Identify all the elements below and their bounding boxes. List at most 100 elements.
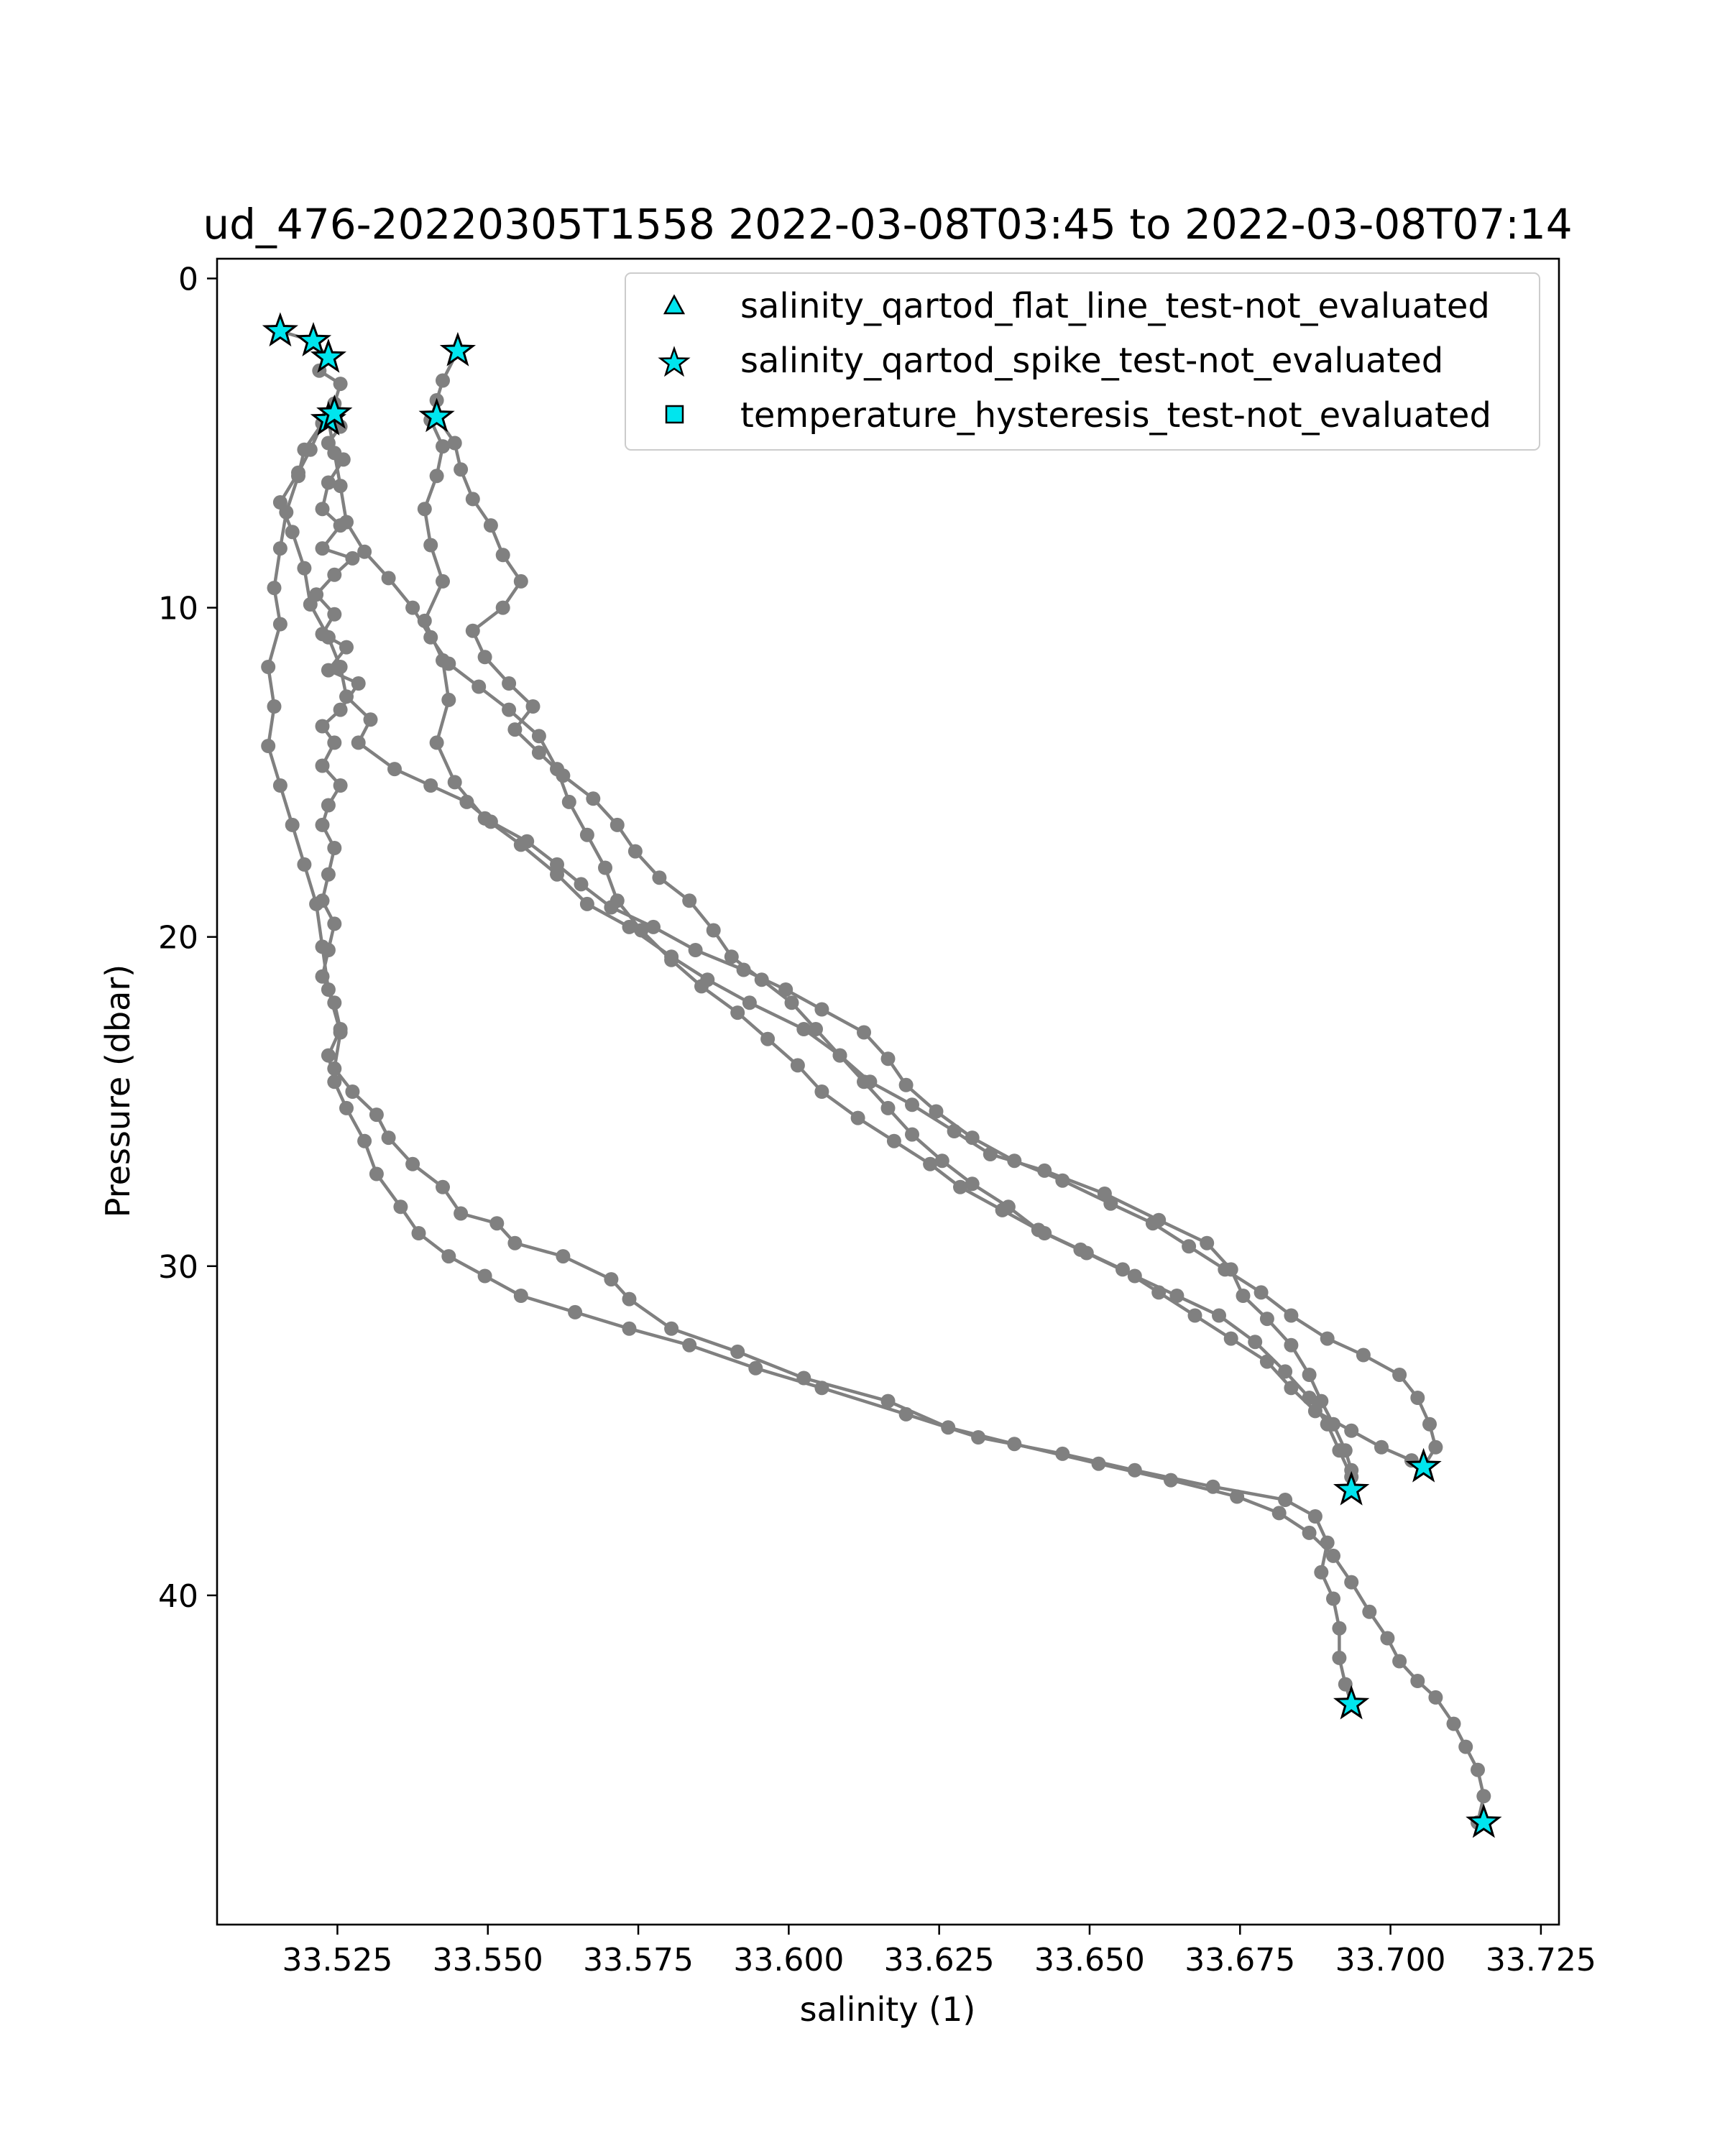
x-tick-label: 33.600 bbox=[733, 1942, 844, 1978]
data-point bbox=[1007, 1153, 1022, 1169]
data-point bbox=[574, 877, 589, 892]
y-tick-label: 30 bbox=[158, 1249, 198, 1286]
data-point bbox=[327, 1074, 342, 1089]
data-point bbox=[1278, 1493, 1293, 1507]
data-point bbox=[321, 867, 336, 882]
data-point bbox=[272, 495, 288, 510]
data-point bbox=[965, 1130, 980, 1146]
data-point bbox=[321, 1048, 336, 1063]
data-point bbox=[784, 995, 799, 1010]
data-point bbox=[1362, 1604, 1377, 1619]
data-point bbox=[1332, 1621, 1347, 1636]
data-point bbox=[1320, 1535, 1335, 1550]
data-point bbox=[321, 798, 336, 813]
data-point bbox=[423, 778, 438, 793]
data-point bbox=[1187, 1308, 1202, 1323]
data-point bbox=[754, 972, 769, 987]
data-point bbox=[327, 1061, 342, 1076]
data-point bbox=[1218, 1262, 1233, 1277]
data-point bbox=[748, 1360, 763, 1376]
data-point bbox=[706, 923, 721, 938]
data-point bbox=[550, 867, 564, 882]
data-point bbox=[381, 1130, 396, 1146]
data-point bbox=[682, 1337, 697, 1353]
x-tick-label: 33.675 bbox=[1184, 1942, 1295, 1978]
data-point bbox=[1314, 1565, 1329, 1580]
data-point bbox=[333, 377, 348, 392]
data-point bbox=[333, 702, 348, 717]
data-point bbox=[965, 1176, 980, 1192]
data-point bbox=[459, 794, 474, 809]
data-point bbox=[1476, 1789, 1491, 1804]
data-point bbox=[520, 834, 535, 849]
data-point bbox=[357, 1133, 372, 1148]
data-point bbox=[1471, 1762, 1485, 1777]
data-point bbox=[267, 581, 282, 596]
y-tick-label: 20 bbox=[158, 920, 198, 957]
spike-flag-star bbox=[439, 331, 477, 367]
data-point bbox=[321, 475, 336, 490]
data-point bbox=[1422, 1416, 1437, 1432]
x-tick-label: 33.550 bbox=[433, 1942, 543, 1978]
data-point bbox=[604, 1272, 619, 1287]
data-point bbox=[1200, 1235, 1215, 1250]
data-point bbox=[1302, 1525, 1317, 1540]
data-point bbox=[363, 712, 378, 727]
data-point bbox=[1380, 1631, 1395, 1646]
data-point bbox=[315, 719, 330, 734]
data-point bbox=[1428, 1690, 1443, 1705]
data-point bbox=[1458, 1739, 1473, 1754]
data-point bbox=[315, 502, 330, 517]
data-point bbox=[267, 699, 282, 714]
data-point bbox=[327, 607, 342, 622]
data-point bbox=[1428, 1439, 1443, 1455]
data-point bbox=[724, 949, 739, 964]
data-point bbox=[646, 919, 661, 934]
data-point bbox=[357, 544, 372, 559]
data-point bbox=[513, 1289, 528, 1303]
data-point bbox=[694, 979, 709, 994]
data-point bbox=[436, 439, 450, 454]
data-point bbox=[507, 1235, 523, 1250]
data-point bbox=[291, 465, 305, 480]
spike-flag-star bbox=[1405, 1447, 1442, 1483]
data-point bbox=[423, 538, 438, 553]
x-tick-label: 33.700 bbox=[1335, 1942, 1446, 1978]
data-point bbox=[405, 1156, 420, 1171]
data-point bbox=[477, 650, 492, 665]
data-point bbox=[1236, 1289, 1251, 1303]
data-point bbox=[664, 952, 679, 967]
data-point bbox=[525, 699, 540, 714]
data-point bbox=[1326, 1548, 1340, 1563]
data-point bbox=[1320, 1331, 1335, 1346]
data-point bbox=[1000, 1199, 1016, 1215]
data-point bbox=[1392, 1368, 1407, 1382]
data-point bbox=[1271, 1506, 1287, 1521]
x-tick-label: 33.650 bbox=[1034, 1942, 1145, 1978]
data-point bbox=[441, 692, 456, 707]
data-point bbox=[321, 663, 336, 678]
data-point bbox=[1259, 1312, 1274, 1327]
data-point bbox=[1410, 1391, 1425, 1405]
data-point bbox=[429, 735, 444, 750]
data-point bbox=[1259, 1354, 1274, 1369]
data-point bbox=[315, 758, 330, 773]
data-point bbox=[345, 1084, 360, 1099]
data-point bbox=[483, 814, 498, 829]
data-point bbox=[327, 916, 342, 931]
data-point bbox=[436, 573, 450, 589]
data-point bbox=[610, 893, 625, 908]
data-point bbox=[682, 893, 697, 908]
data-point bbox=[513, 573, 528, 589]
data-point bbox=[610, 817, 625, 832]
data-point bbox=[1116, 1262, 1130, 1277]
data-point bbox=[1103, 1196, 1118, 1211]
data-point bbox=[809, 1022, 823, 1036]
data-point bbox=[393, 1199, 408, 1215]
data-point bbox=[495, 548, 510, 563]
data-point bbox=[790, 1058, 805, 1073]
y-tick-label: 0 bbox=[178, 261, 198, 298]
x-tick-label: 33.575 bbox=[583, 1942, 694, 1978]
spike-flag-star bbox=[1466, 1803, 1502, 1838]
